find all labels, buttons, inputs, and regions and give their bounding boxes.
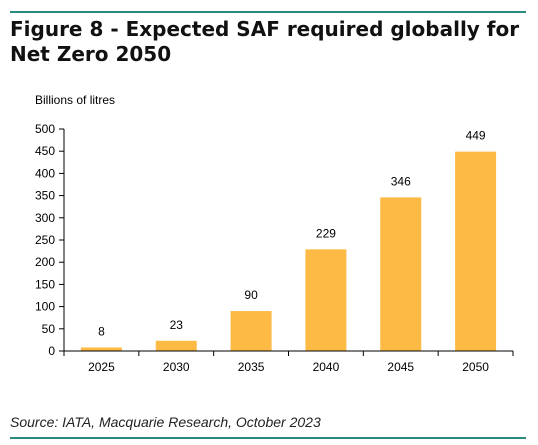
x-tick-label-2045: 2045 (387, 360, 414, 374)
x-tick-label-2035: 2035 (238, 360, 265, 374)
y-axis: 0 50 100 150 200 250 300 350 400 450 500 (35, 122, 65, 358)
bar-2045 (380, 197, 422, 351)
data-label-2030: 23 (170, 318, 184, 332)
y-tick-label: 400 (35, 166, 55, 180)
x-tick-label-2025: 2025 (88, 360, 115, 374)
data-label-2045: 346 (391, 174, 411, 188)
data-label-2035: 90 (244, 288, 258, 302)
x-tick-label-2030: 2030 (163, 360, 190, 374)
bar-2030 (155, 340, 197, 351)
y-tick-label: 0 (48, 344, 55, 358)
y-axis-label: Billions of litres (35, 93, 115, 107)
y-tick-label: 350 (35, 189, 55, 203)
bars: 8 23 90 229 346 449 (80, 129, 497, 351)
data-label-2040: 229 (316, 226, 336, 240)
y-tick-label: 300 (35, 211, 55, 225)
y-tick-label: 250 (35, 233, 55, 247)
data-label-2025: 8 (98, 324, 105, 338)
bottom-rule (10, 437, 526, 439)
bar-2040 (305, 249, 347, 351)
figure-title: Figure 8 - Expected SAF required globall… (10, 17, 520, 66)
bar-2025 (80, 347, 122, 351)
y-tick-label: 50 (42, 322, 56, 336)
y-tick-label: 150 (35, 277, 55, 291)
y-tick-label: 450 (35, 144, 55, 158)
x-tick-label-2040: 2040 (313, 360, 340, 374)
source-note: Source: IATA, Macquarie Research, Octobe… (10, 414, 321, 430)
y-tick-label: 200 (35, 255, 55, 269)
top-rule (10, 11, 526, 13)
bar-chart: Billions of litres 0 50 100 150 200 250 300 350… (35, 93, 514, 374)
x-tick-label-2050: 2050 (462, 360, 489, 374)
y-tick-label: 500 (35, 122, 55, 136)
x-axis: 2025 2030 2035 2040 2045 2050 (63, 350, 514, 374)
data-label-2050: 449 (466, 129, 486, 143)
bar-2050 (455, 151, 497, 351)
bar-2035 (230, 311, 272, 351)
y-tick-label: 100 (35, 300, 55, 314)
